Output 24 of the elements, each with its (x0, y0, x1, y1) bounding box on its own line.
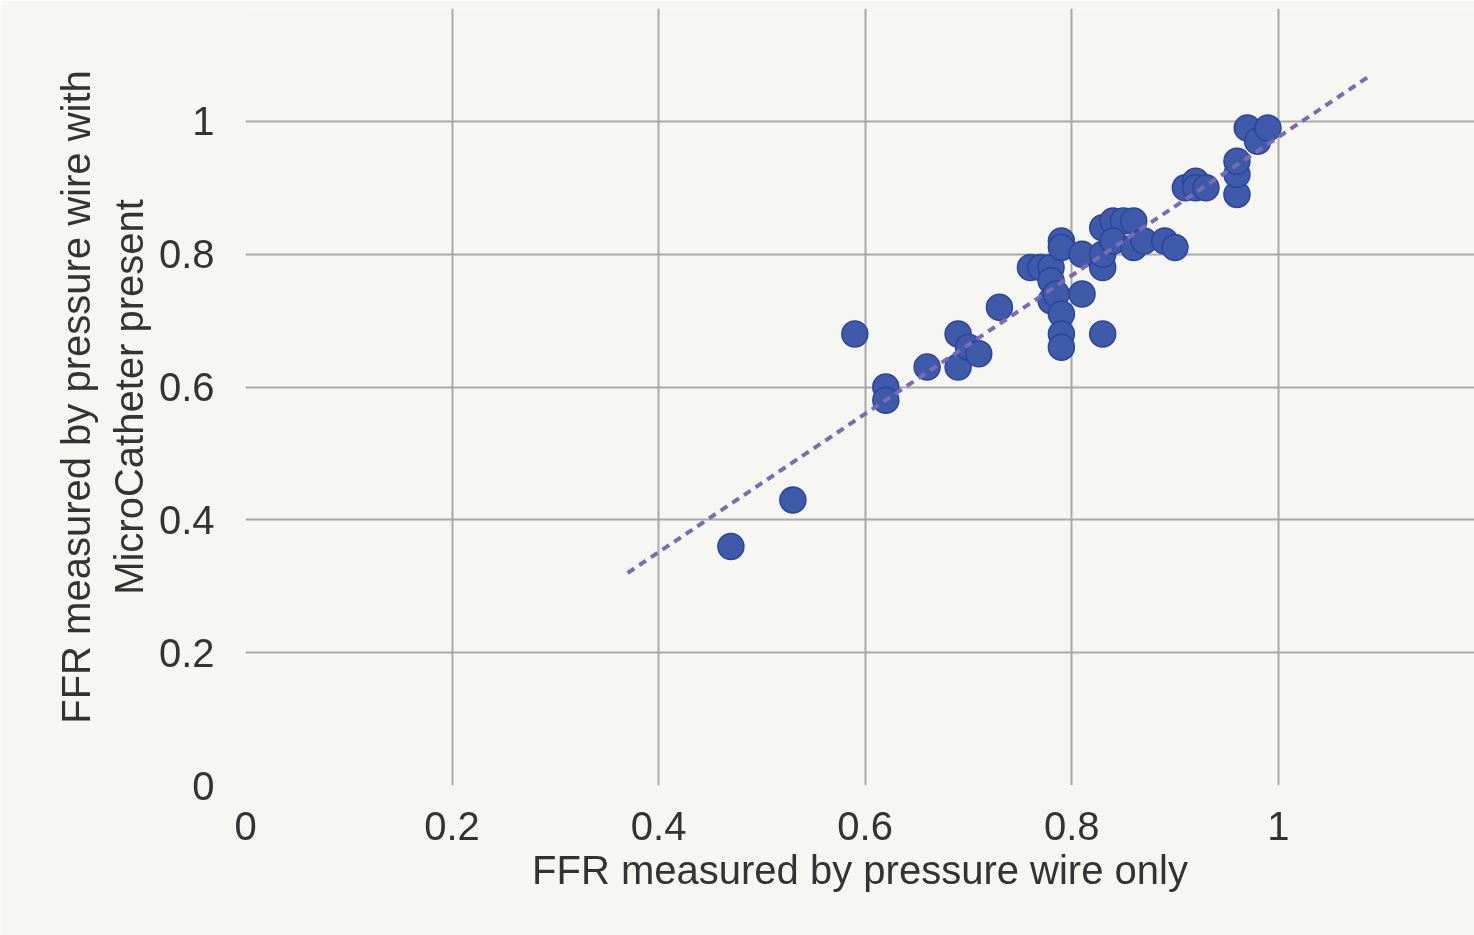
x-tick-label: 0 (234, 803, 257, 848)
point (1068, 280, 1096, 308)
point (717, 532, 745, 561)
x-tick-label: 0.4 (630, 803, 687, 848)
y-tick-label: 0.8 (158, 232, 215, 277)
y-tick-label: 0.4 (158, 497, 215, 542)
point (965, 340, 993, 368)
x-axis-title: FFR measured by pressure wire only (532, 847, 1188, 892)
y-tick-label: 0 (192, 763, 215, 808)
point (1047, 333, 1076, 361)
x-tick-label: 0.8 (1043, 803, 1100, 848)
y-tick-label: 0.6 (158, 365, 215, 410)
point (1088, 320, 1117, 348)
point (841, 320, 869, 348)
y-tick-label: 1 (192, 99, 215, 144)
point (779, 486, 807, 514)
point (1254, 114, 1282, 142)
x-tick-label: 1 (1267, 803, 1290, 848)
y-tick-label: 0.2 (158, 630, 215, 675)
x-tick-label: 0.2 (424, 803, 480, 848)
y-axis-title: FFR measured by pressure wire with MicroCatheter present (54, 70, 151, 724)
point (1161, 233, 1189, 262)
point (985, 293, 1014, 322)
x-tick-label: 0.6 (837, 803, 893, 848)
